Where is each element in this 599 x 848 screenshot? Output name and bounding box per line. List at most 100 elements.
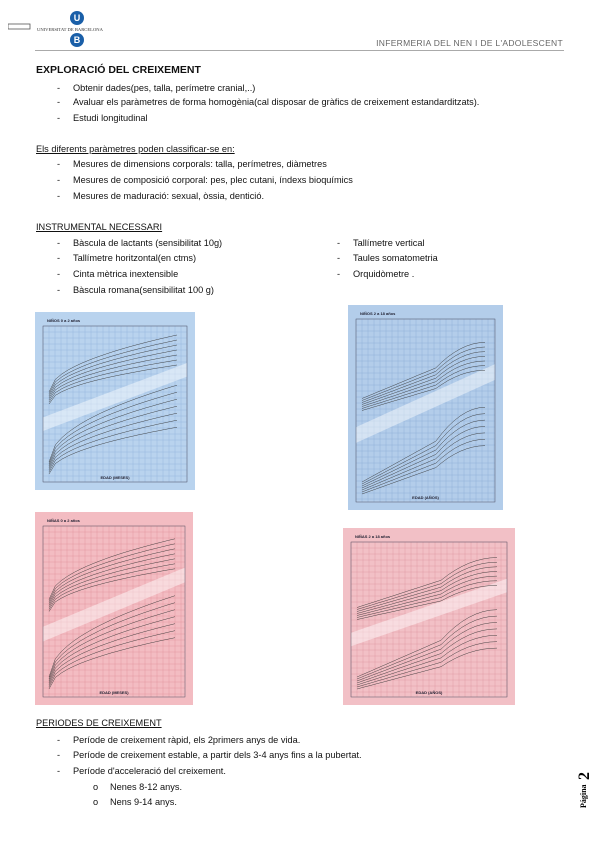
chart-curve (48, 426, 178, 475)
chart-curve (361, 419, 486, 487)
chart-curve (361, 445, 486, 495)
chart-curve (48, 609, 176, 682)
chart-title: NIÑOS 0 a 2 años (47, 318, 81, 323)
chart-curve (48, 391, 178, 465)
chart-curve (48, 334, 178, 393)
logo-letter: B (74, 35, 81, 45)
chart-axis-label: EDAD (MESES) (100, 475, 130, 480)
logo: U B UNIVERSITAT DE BARCELONA (8, 11, 104, 47)
chart-curve (361, 407, 486, 483)
chart-curve (356, 575, 498, 616)
chart-band (43, 567, 185, 642)
chart-curve (361, 439, 486, 493)
chart-curve (48, 354, 178, 401)
chart-curve (356, 635, 498, 686)
page-word: Página (579, 784, 588, 808)
growth-chart: NIÑOS 0 a 2 años EDAD (MESES) (35, 312, 195, 490)
chart-band (356, 364, 495, 443)
chart-axis-label: EDAD (AÑOS) (416, 690, 443, 695)
list-item: Taules somatometria (337, 252, 438, 264)
chart-curve (361, 360, 486, 407)
chart-curve (48, 405, 178, 469)
list-item: Orquidòmetre . (337, 268, 414, 280)
section-title: INSTRUMENTAL NECESSARI (36, 222, 163, 232)
chart-curve (356, 557, 498, 608)
chart-frame (42, 325, 188, 483)
page-number: 2 (576, 772, 593, 780)
list-item: Tallímetre vertical (337, 237, 425, 249)
chart-curve (356, 628, 498, 684)
list-item: Mesures de composició corporal: pes, ple… (57, 174, 353, 186)
list-item: Avaluar els paràmetres de forma homogèni… (57, 96, 479, 108)
chart-frame (355, 318, 496, 503)
chart-curve (356, 580, 498, 618)
chart-curve (361, 356, 486, 405)
chart-curve (356, 641, 498, 688)
chart-curve (356, 615, 498, 680)
chart-axis-label: EDAD (AÑOS) (412, 495, 439, 500)
chart-curve (48, 543, 176, 602)
list-item: Mesures de maduració: sexual, òssia, den… (57, 190, 264, 202)
chart-curve (48, 398, 178, 467)
chart-curve (356, 622, 498, 682)
chart-curve (48, 616, 176, 684)
chart-curve (356, 647, 498, 690)
chart-curve (48, 412, 178, 471)
list-item: Cinta mètrica inextensible (57, 268, 178, 280)
chart-curve (361, 413, 486, 485)
chart-curve (48, 349, 178, 399)
university-name: UNIVERSITAT DE BARCELONA (37, 27, 104, 32)
chart-frame (350, 541, 508, 698)
chart-curve (356, 571, 498, 614)
sub-item: Nens 9-14 anys. (93, 796, 177, 808)
list-item: Període de creixement estable, a partir … (57, 749, 362, 761)
growth-chart: NIÑAS 0 a 2 años EDAD (MESES) (35, 512, 193, 705)
chart-frame (42, 525, 186, 698)
chart-curve (48, 568, 176, 612)
chart-title: NIÑAS 0 a 2 años (47, 518, 81, 523)
logo-mark (8, 23, 31, 30)
chart-axis-label: EDAD (MESES) (99, 690, 129, 695)
chart-curve (48, 637, 176, 690)
list-item: Bàscula romana(sensibilitat 100 g) (57, 284, 214, 296)
chart-curve (361, 351, 486, 403)
chart-curve (356, 561, 498, 610)
chart-curve (48, 630, 176, 688)
list-item: Bàscula de lactants (sensibilitat 10g) (57, 237, 222, 249)
section-title: PERIODES DE CREIXEMENT (36, 718, 162, 728)
logo-circle (70, 33, 84, 47)
chart-title: NIÑOS 2 a 18 años (360, 311, 396, 316)
page-footer: Página 2 (576, 772, 593, 808)
chart-curve (48, 364, 178, 405)
course-title: INFERMERIA DEL NEN I DE L'ADOLESCENT (376, 38, 563, 48)
section-title: EXPLORACIÓ DEL CREIXEMENT (36, 64, 201, 76)
chart-curve (48, 623, 176, 686)
chart-curve (48, 359, 178, 403)
chart-curve (356, 566, 498, 612)
logo-circle (70, 11, 84, 25)
chart-curve (361, 426, 486, 489)
chart-title: NIÑAS 2 a 18 años (355, 534, 391, 539)
chart-curve (361, 432, 486, 491)
chart-curve (48, 344, 178, 397)
section-title: Els diferents paràmetres poden classific… (36, 144, 235, 154)
logo-letter: U (74, 13, 81, 23)
chart-curve (48, 384, 178, 463)
chart-curve (48, 538, 176, 600)
list-item: Estudi longitudinal (57, 112, 147, 124)
header-rule (35, 50, 564, 51)
list-item: Mesures de dimensions corporals: talla, … (57, 158, 327, 170)
chart-curve (48, 339, 178, 395)
chart-curve (361, 365, 486, 409)
chart-curve (361, 369, 486, 411)
chart-curve (361, 346, 486, 401)
chart-curve (361, 342, 486, 399)
chart-curve (48, 558, 176, 608)
sub-item: Nenes 8-12 anys. (93, 781, 182, 793)
list-item: Període d'acceleració del creixement. (57, 765, 226, 777)
chart-band (351, 578, 507, 647)
list-item: Obtenir dades(pes, talla, perímetre cran… (57, 82, 255, 94)
chart-curve (356, 585, 498, 620)
chart-curve (48, 602, 176, 680)
